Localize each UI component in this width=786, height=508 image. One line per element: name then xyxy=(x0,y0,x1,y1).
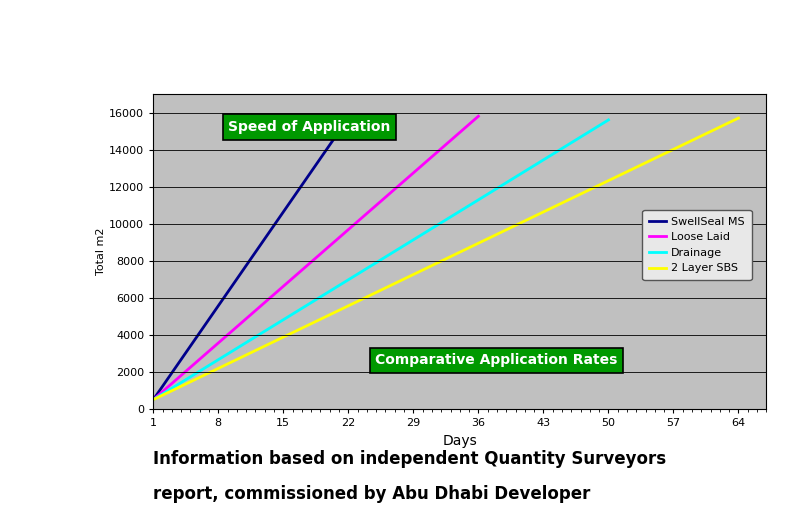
Text: Information based on independent Quantity Surveyors: Information based on independent Quantit… xyxy=(153,450,667,467)
Text: Comparative Application Rates: Comparative Application Rates xyxy=(376,353,618,367)
X-axis label: Days: Days xyxy=(443,433,477,448)
Text: Speed of Application: Speed of Application xyxy=(229,120,391,134)
Legend: SwellSeal MS, Loose Laid, Drainage, 2 Layer SBS: SwellSeal MS, Loose Laid, Drainage, 2 La… xyxy=(642,210,751,280)
Y-axis label: Total m2: Total m2 xyxy=(97,228,106,275)
Text: report, commissioned by Abu Dhabi Developer: report, commissioned by Abu Dhabi Develo… xyxy=(153,485,590,503)
